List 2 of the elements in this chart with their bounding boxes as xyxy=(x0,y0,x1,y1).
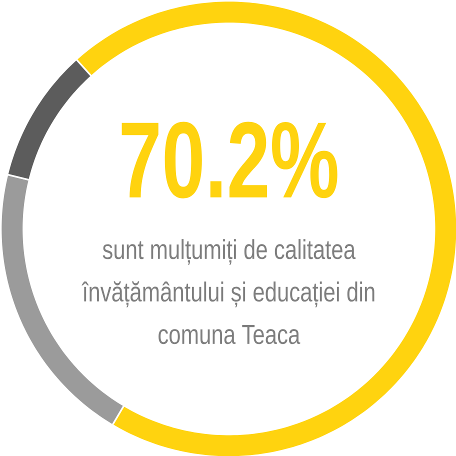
text: sunt mulțumiți de calitatea învățământului și educației din comuna Teaca xyxy=(82,239,374,344)
text: 70.2% xyxy=(122,122,338,198)
